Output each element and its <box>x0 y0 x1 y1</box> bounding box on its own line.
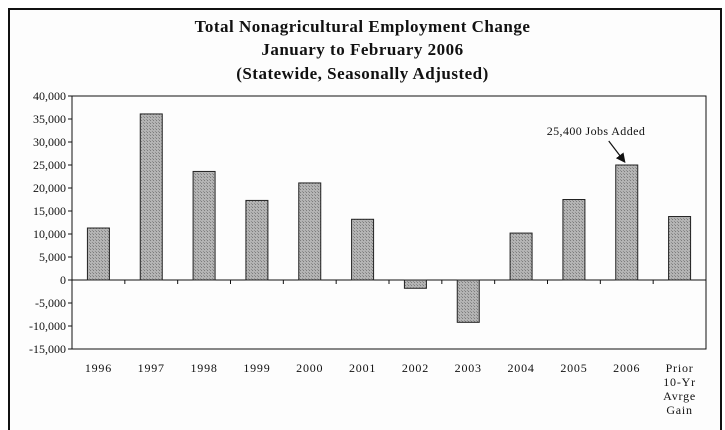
x-category-label: 1998 <box>190 361 217 375</box>
x-category-label: 10-Yr <box>663 375 696 389</box>
bar-8 <box>509 232 533 281</box>
bar-4 <box>298 182 322 281</box>
bar-5 <box>351 218 375 281</box>
bar-2 <box>192 170 216 281</box>
y-tick-label: -10,000 <box>29 319 66 333</box>
bar-0 <box>86 227 110 281</box>
y-tick-label: 25,000 <box>33 158 66 172</box>
annotation-arrow <box>608 140 626 163</box>
bar-11 <box>668 216 692 281</box>
chart-title-line-3: (Statewide, Seasonally Adjusted) <box>236 64 489 83</box>
x-category-label: 2000 <box>296 361 323 375</box>
chart-title-line-2: January to February 2006 <box>261 40 464 59</box>
y-tick-label: -15,000 <box>29 342 66 356</box>
plot-area: 40,000 35,000 30,000 25,000 20,000 15,000 10,0… <box>29 89 707 417</box>
x-category-label: 2005 <box>560 361 587 375</box>
x-category-label: 2004 <box>507 361 534 375</box>
y-tick-label: -5,000 <box>35 296 66 310</box>
x-category-label: 2003 <box>455 361 482 375</box>
bar-10 <box>615 164 639 281</box>
x-category-label: Avrge <box>663 389 696 403</box>
y-tick-label: 15,000 <box>33 204 66 218</box>
bar-7 <box>456 279 480 323</box>
y-tick-label: 0 <box>60 273 66 287</box>
y-tick-label: 20,000 <box>33 181 66 195</box>
plot-border <box>71 95 707 350</box>
x-category-label: 1997 <box>138 361 165 375</box>
x-category-label: 2006 <box>613 361 640 375</box>
chart-title-line-1: Total Nonagricultural Employment Change <box>194 17 531 36</box>
x-category-label: 2001 <box>349 361 376 375</box>
x-category-label: 1996 <box>85 361 112 375</box>
x-category-label: 2002 <box>402 361 429 375</box>
y-tick-label: 30,000 <box>33 135 66 149</box>
bar-3 <box>245 199 269 281</box>
x-category-label: Prior <box>666 361 694 375</box>
bar-6 <box>403 279 427 289</box>
y-tick-label: 35,000 <box>33 112 66 126</box>
y-tick-label: 5,000 <box>39 250 66 264</box>
bar-9 <box>562 199 586 281</box>
x-category-label: 1999 <box>243 361 270 375</box>
x-category-label: Gain <box>666 403 693 417</box>
annotation-label: 25,400 Jobs Added <box>547 124 645 138</box>
y-tick-label: 40,000 <box>33 89 66 103</box>
y-tick-label: 10,000 <box>33 227 66 241</box>
bar-1 <box>139 113 163 281</box>
